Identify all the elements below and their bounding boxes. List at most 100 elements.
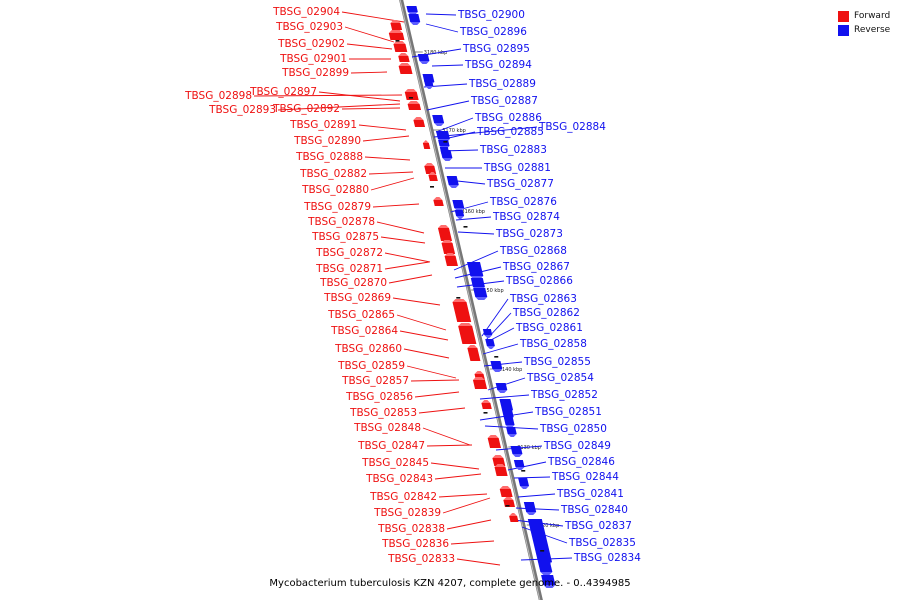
reverse-gene-label[interactable]: TBSG_02867 [502,261,570,273]
reverse-connector [433,126,538,138]
forward-gene-label[interactable]: TBSG_02842 [369,491,437,503]
forward-gene-label[interactable]: TBSG_02872 [315,247,383,259]
reverse-gene-label[interactable]: TBSG_02835 [568,537,636,549]
forward-gene-label[interactable]: TBSG_02880 [301,184,369,196]
reverse-gene-label[interactable]: TBSG_02873 [495,228,563,240]
forward-gene-bevel [509,513,518,516]
forward-gene-label[interactable]: TBSG_02875 [311,231,379,243]
reverse-gene-label[interactable]: TBSG_02861 [515,322,583,334]
forward-gene-label[interactable]: TBSG_02859 [337,360,405,372]
reverse-gene-label[interactable]: TBSG_02858 [519,338,587,350]
forward-gene-label[interactable]: TBSG_02838 [377,523,445,535]
reverse-gene-label[interactable]: TBSG_02851 [534,406,602,418]
forward-gene-label[interactable]: TBSG_02897 [249,86,317,98]
reverse-gene-label[interactable]: TBSG_02852 [530,389,598,401]
minor-feature-mark [483,412,488,414]
forward-gene-label[interactable]: TBSG_02839 [373,507,441,519]
reverse-gene-label[interactable]: TBSG_02854 [526,372,594,384]
reverse-gene-label[interactable]: TBSG_02841 [556,488,624,500]
forward-gene-label[interactable]: TBSG_02856 [345,391,413,403]
forward-gene-label[interactable]: TBSG_02903 [275,21,343,33]
reverse-gene-label[interactable]: TBSG_02834 [573,552,641,564]
forward-gene-label[interactable]: TBSG_02899 [281,67,349,79]
reverse-gene-feature [490,361,503,369]
reverse-gene-label[interactable]: TBSG_02881 [483,162,551,174]
reverse-gene-feature [473,288,488,297]
reverse-gene-feature [440,150,453,158]
forward-gene-label[interactable]: TBSG_02853 [349,407,417,419]
forward-gene-label[interactable]: TBSG_02878 [307,216,375,228]
reverse-gene-label[interactable]: TBSG_02885 [476,126,544,138]
reverse-gene-label[interactable]: TBSG_02850 [539,423,607,435]
forward-gene-bevel [494,464,506,467]
forward-gene-label[interactable]: TBSG_02845 [361,457,429,469]
forward-gene-label[interactable]: TBSG_02891 [289,119,357,131]
reverse-gene-label[interactable]: TBSG_02863 [509,293,577,305]
reverse-connector [425,23,459,33]
forward-gene-label[interactable]: TBSG_02836 [381,538,449,550]
reverse-gene-label[interactable]: TBSG_02874 [492,211,560,223]
reverse-gene-label[interactable]: TBSG_02837 [564,520,632,532]
forward-connector [370,177,415,191]
forward-gene-label[interactable]: TBSG_02865 [327,309,395,321]
forward-gene-label[interactable]: TBSG_02892 [272,103,340,115]
forward-gene-feature [398,66,413,74]
forward-connector [414,391,460,398]
reverse-gene-label[interactable]: TBSG_02884 [538,121,606,133]
forward-gene-label[interactable]: TBSG_02893 [208,104,276,116]
reverse-gene-label[interactable]: TBSG_02896 [459,26,527,38]
reverse-gene-bevel [515,467,525,470]
reverse-gene-label[interactable]: TBSG_02889 [468,78,536,90]
reverse-gene-label[interactable]: TBSG_02886 [474,112,542,124]
reverse-gene-label[interactable]: TBSG_02887 [470,95,538,107]
reverse-gene-label[interactable]: TBSG_02883 [479,144,547,156]
forward-connector [430,462,480,470]
legend-forward: Forward [838,9,890,23]
forward-gene-label[interactable]: TBSG_02869 [323,292,391,304]
reverse-gene-label[interactable]: TBSG_02844 [551,471,619,483]
forward-gene-feature [444,256,458,266]
reverse-gene-label[interactable]: TBSG_02849 [543,440,611,452]
forward-gene-label[interactable]: TBSG_02843 [365,473,433,485]
reverse-connector [513,476,551,479]
reverse-gene-label[interactable]: TBSG_02862 [512,307,580,319]
forward-gene-label[interactable]: TBSG_02904 [272,6,340,18]
forward-gene-feature [388,33,405,40]
reverse-gene-label[interactable]: TBSG_02877 [486,178,554,190]
forward-connector [422,427,471,446]
forward-connector [346,43,393,50]
forward-gene-label[interactable]: TBSG_02890 [293,135,361,147]
reverse-gene-label[interactable]: TBSG_02846 [547,456,615,468]
forward-gene-label[interactable]: TBSG_02901 [279,53,347,65]
forward-gene-label[interactable]: TBSG_02871 [315,263,383,275]
forward-gene-label[interactable]: TBSG_02864 [330,325,398,337]
gene-labels[interactable]: TBSG_02904 TBSG_02903 TBSG_02902 TBSG_02901… [184,6,641,565]
forward-gene-label[interactable]: TBSG_02882 [299,168,367,180]
forward-gene-label[interactable]: TBSG_02833 [387,553,455,565]
forward-gene-feature [458,326,477,344]
forward-gene-label[interactable]: TBSG_02847 [357,440,425,452]
backbone-highlight [399,0,541,600]
forward-gene-label[interactable]: TBSG_02848 [353,422,421,434]
reverse-gene-label[interactable]: TBSG_02900 [457,9,525,21]
forward-gene-label[interactable]: TBSG_02879 [303,201,371,213]
forward-connector [277,103,401,111]
forward-gene-label[interactable]: TBSG_02888 [295,151,363,163]
forward-gene-feature [413,120,426,127]
reverse-gene-label[interactable]: TBSG_02840 [560,504,628,516]
reverse-gene-label[interactable]: TBSG_02894 [464,59,532,71]
reverse-gene-bevel [425,86,434,89]
reverse-gene-label[interactable]: TBSG_02868 [499,245,567,257]
forward-gene-label[interactable]: TBSG_02860 [334,343,402,355]
reverse-gene-label[interactable]: TBSG_02855 [523,356,591,368]
reverse-gene-label[interactable]: TBSG_02866 [505,275,573,287]
forward-connector [399,330,449,341]
forward-gene-label[interactable]: TBSG_02898 [184,90,252,102]
reverse-gene-label[interactable]: TBSG_02876 [489,196,557,208]
forward-gene-label[interactable]: TBSG_02857 [341,375,409,387]
forward-gene-label[interactable]: TBSG_02902 [277,38,345,50]
reverse-gene-label[interactable]: TBSG_02895 [462,43,530,55]
forward-gene-label[interactable]: TBSG_02870 [319,277,387,289]
forward-gene-feature [487,438,502,448]
